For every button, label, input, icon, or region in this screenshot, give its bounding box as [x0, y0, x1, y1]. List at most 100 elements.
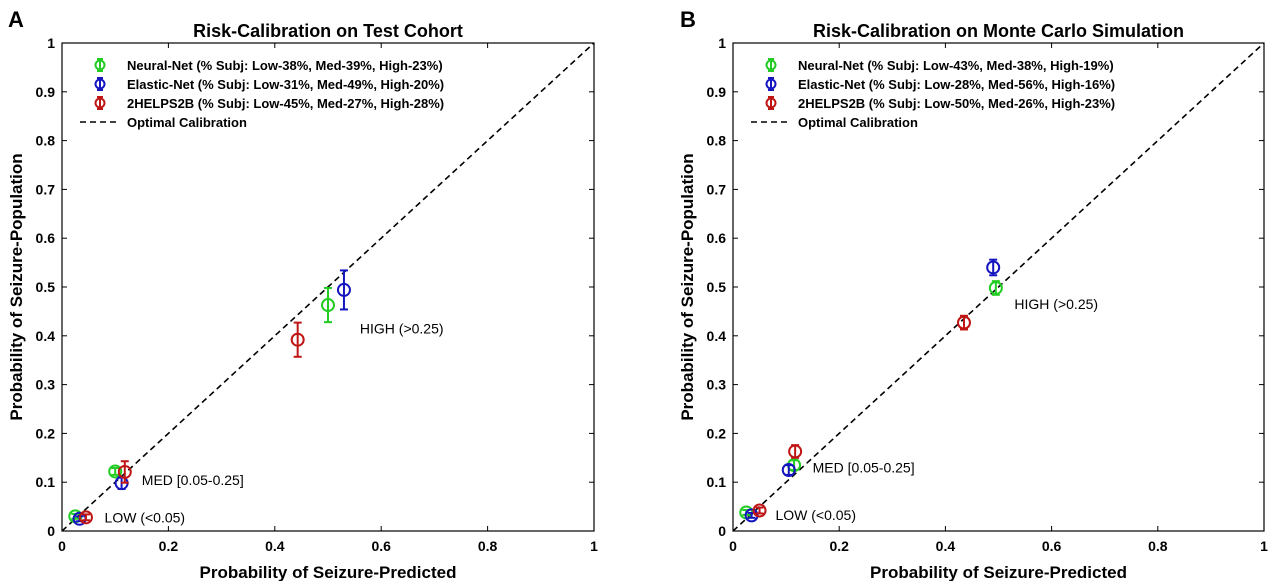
legend-item: Optimal Calibration: [751, 115, 918, 130]
data-point: [788, 444, 803, 459]
x-tick-label: 0.4: [936, 538, 956, 554]
y-tick-label: 0.6: [707, 230, 727, 246]
legend-item: Elastic-Net (% Subj: Low-31%, Med-49%, H…: [94, 77, 444, 92]
legend-label: 2HELPS2B (% Subj: Low-50%, Med-26%, High…: [798, 96, 1115, 111]
point-marker: [336, 282, 351, 297]
legend-label: Elastic-Net (% Subj: Low-31%, Med-49%, H…: [127, 77, 444, 92]
x-tick-label: 0.8: [478, 538, 498, 554]
legend-marker: [94, 97, 106, 109]
y-axis-label: Probability of Seizure-Population: [678, 153, 697, 420]
region-annotation: LOW (<0.05): [105, 509, 186, 525]
point-marker: [781, 463, 796, 477]
legend-label: 2HELPS2B (% Subj: Low-45%, Med-27%, High…: [127, 96, 444, 111]
chart-title: Risk-Calibration on Test Cohort: [193, 21, 463, 41]
y-tick-label: 0: [47, 523, 55, 539]
region-annotation: LOW (<0.05): [775, 507, 856, 523]
legend-item: Neural-Net (% Subj: Low-38%, Med-39%, Hi…: [94, 58, 443, 73]
data-point: [986, 258, 1001, 277]
legend-item: Neural-Net (% Subj: Low-43%, Med-38%, Hi…: [765, 58, 1114, 73]
legend-marker: [94, 59, 106, 71]
x-tick-label: 0.4: [265, 538, 285, 554]
point-marker: [986, 260, 1001, 275]
region-annotation: MED [0.05-0.25]: [813, 460, 915, 476]
y-tick-label: 0.7: [36, 181, 56, 197]
point-marker: [988, 280, 1003, 295]
y-tick-label: 0.5: [707, 279, 727, 295]
region-annotation: HIGH (>0.25): [1014, 296, 1098, 312]
data-point: [108, 464, 123, 479]
point-marker: [788, 444, 803, 459]
legend: Neural-Net (% Subj: Low-43%, Med-38%, Hi…: [751, 58, 1115, 130]
point-marker: [78, 510, 93, 525]
y-tick-label: 0.9: [36, 84, 56, 100]
y-tick-label: 0.1: [707, 474, 727, 490]
x-tick-label: 1: [1260, 538, 1268, 554]
region-annotation: HIGH (>0.25): [360, 320, 444, 336]
x-tick-label: 0: [729, 538, 737, 554]
legend-marker: [765, 97, 777, 109]
y-tick-label: 0.3: [707, 377, 727, 393]
optimal-calibration-line: [732, 42, 1265, 532]
legend-marker: [765, 78, 777, 90]
panel-b: B Risk-Calibration on Monte Carlo Simulat…: [678, 7, 1268, 582]
x-tick-label: 0: [58, 538, 66, 554]
legend-label: Neural-Net (% Subj: Low-43%, Med-38%, Hi…: [798, 58, 1114, 73]
legend-label: Neural-Net (% Subj: Low-38%, Med-39%, Hi…: [127, 58, 443, 73]
x-tick-label: 0.2: [829, 538, 849, 554]
x-tick-label: 0.6: [371, 538, 391, 554]
point-marker: [108, 464, 123, 479]
y-tick-label: 1: [718, 35, 726, 51]
legend-item: 2HELPS2B (% Subj: Low-50%, Med-26%, High…: [765, 96, 1115, 111]
point-marker: [321, 298, 335, 313]
data-point: [988, 280, 1003, 296]
panel-label: A: [8, 7, 24, 32]
y-tick-label: 0.3: [36, 377, 56, 393]
y-tick-label: 0.2: [707, 425, 727, 441]
y-tick-label: 0.7: [707, 181, 727, 197]
point-marker: [290, 332, 305, 347]
legend-marker: [94, 78, 106, 90]
x-tick-label: 0.6: [1042, 538, 1062, 554]
data-point: [781, 463, 796, 477]
data-point: [78, 510, 93, 525]
x-tick-label: 0.2: [159, 538, 179, 554]
data-point: [956, 314, 971, 331]
point-marker: [117, 464, 132, 479]
y-axis-label: Probability of Seizure-Population: [7, 153, 26, 420]
legend-label: Optimal Calibration: [127, 115, 247, 130]
data-point: [117, 460, 132, 484]
y-tick-label: 0.4: [707, 328, 727, 344]
y-tick-label: 0.9: [707, 84, 727, 100]
point-marker: [752, 503, 767, 518]
chart-title: Risk-Calibration on Monte Carlo Simulati…: [813, 21, 1184, 41]
panel-label: B: [680, 7, 696, 32]
data-point: [290, 321, 305, 358]
x-tick-label: 1: [590, 538, 598, 554]
x-axis-label: Probability of Seizure-Predicted: [870, 563, 1127, 581]
y-tick-label: 0.6: [36, 230, 56, 246]
data-point: [321, 286, 335, 324]
legend-label: Optimal Calibration: [798, 115, 918, 130]
region-annotation: MED [0.05-0.25]: [142, 472, 244, 488]
point-marker: [956, 315, 971, 330]
y-tick-label: 0.5: [36, 279, 56, 295]
x-tick-label: 0.8: [1148, 538, 1168, 554]
y-tick-label: 0.4: [36, 328, 56, 344]
legend-item: 2HELPS2B (% Subj: Low-45%, Med-27%, High…: [94, 96, 444, 111]
legend: Neural-Net (% Subj: Low-38%, Med-39%, Hi…: [80, 58, 444, 130]
y-tick-label: 0.1: [36, 474, 56, 490]
y-tick-label: 0.8: [36, 133, 56, 149]
y-tick-label: 0: [718, 523, 726, 539]
legend-label: Elastic-Net (% Subj: Low-28%, Med-56%, H…: [798, 77, 1115, 92]
x-axis-label: Probability of Seizure-Predicted: [200, 563, 457, 581]
legend-marker: [765, 59, 777, 71]
legend-item: Elastic-Net (% Subj: Low-28%, Med-56%, H…: [765, 77, 1115, 92]
y-tick-label: 0.8: [707, 133, 727, 149]
data-point: [336, 269, 351, 311]
panel-a: A Risk-Calibration on Test Cohort 0 0.2 0.4 0…: [7, 7, 598, 582]
y-tick-label: 0.2: [36, 425, 56, 441]
y-tick-label: 1: [47, 35, 55, 51]
data-point: [752, 503, 767, 518]
